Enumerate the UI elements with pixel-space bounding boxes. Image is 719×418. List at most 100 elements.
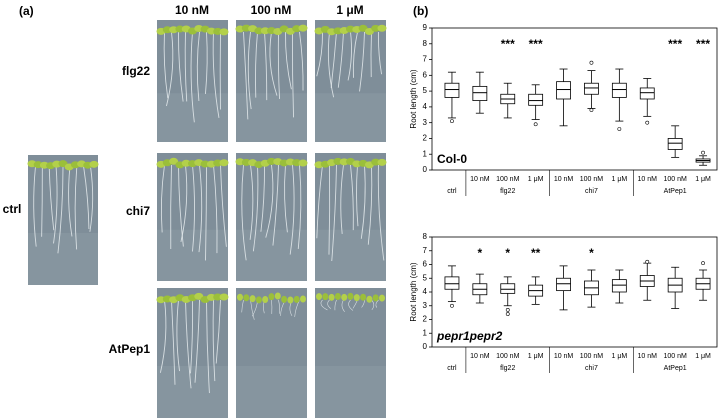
- root: [260, 164, 265, 232]
- root: [265, 164, 274, 238]
- row-header: ctrl: [3, 202, 22, 216]
- root: [89, 166, 94, 232]
- significance: ***: [668, 37, 682, 51]
- genotype-label: pepr1pepr2: [436, 329, 503, 343]
- seedling: [200, 160, 210, 168]
- root: [247, 31, 252, 110]
- seedling: [322, 293, 329, 301]
- root: [367, 164, 373, 245]
- outlier: [589, 108, 594, 112]
- root: [185, 299, 192, 389]
- root: [33, 166, 37, 247]
- x-tick-label: 10 nM: [470, 353, 490, 360]
- y-axis-label: Root length (cm): [409, 69, 418, 128]
- root: [361, 299, 365, 308]
- root: [180, 164, 188, 242]
- root: [241, 299, 244, 313]
- group-label: ctrl: [447, 188, 457, 195]
- seedling: [300, 295, 306, 303]
- seedling: [366, 295, 373, 303]
- significance: *: [589, 246, 594, 260]
- outlier: [589, 60, 594, 65]
- outlier: [505, 307, 510, 312]
- significance: ***: [696, 37, 710, 51]
- root: [320, 299, 328, 311]
- outlier: [533, 122, 538, 127]
- group-label: ctrl: [447, 365, 457, 372]
- seedling: [219, 28, 229, 36]
- seedling: [175, 25, 185, 33]
- seedling: [328, 293, 335, 301]
- seedling: [341, 293, 348, 301]
- seedling: [316, 293, 322, 301]
- root: [194, 299, 200, 383]
- column-header: 10 nM: [175, 3, 209, 17]
- panel-label: (a): [19, 4, 34, 18]
- plate-shade: [28, 233, 98, 285]
- x-tick-label: 100 nM: [663, 176, 687, 183]
- y-tick-label: 3: [423, 301, 428, 310]
- y-tick-label: 2: [423, 134, 428, 143]
- group-label: flg22: [500, 188, 515, 195]
- root: [337, 31, 344, 88]
- root: [178, 164, 184, 247]
- outlier: [645, 259, 650, 264]
- seedling: [243, 294, 250, 302]
- root: [278, 299, 280, 314]
- seedling: [219, 293, 229, 301]
- root: [350, 164, 354, 231]
- root: [250, 299, 255, 320]
- root: [347, 31, 352, 81]
- root: [184, 31, 188, 102]
- root: [299, 31, 304, 91]
- box: [584, 82, 599, 95]
- root: [356, 164, 359, 227]
- seedling: [360, 293, 367, 301]
- root: [220, 164, 227, 247]
- seedling: [219, 159, 229, 167]
- x-tick-label: 100 nM: [580, 176, 604, 183]
- column-header: 1 μM: [336, 3, 363, 17]
- y-tick-label: 6: [423, 260, 428, 269]
- root: [340, 164, 344, 234]
- plate-shade: [315, 229, 386, 281]
- y-tick-label: 2: [423, 315, 428, 324]
- y-tick-label: 0: [423, 165, 428, 174]
- group-label: flg22: [500, 365, 515, 372]
- y-tick-label: 8: [423, 39, 428, 48]
- root: [341, 299, 345, 312]
- root: [171, 299, 176, 385]
- seedling: [353, 294, 360, 302]
- significance: *: [478, 246, 483, 260]
- x-tick-label: 10 nM: [554, 353, 574, 360]
- box: [444, 82, 460, 98]
- significance: *: [505, 246, 510, 260]
- root: [212, 299, 216, 382]
- outlier: [505, 312, 510, 316]
- root: [297, 164, 302, 250]
- y-tick-label: 5: [423, 273, 428, 282]
- outlier: [701, 261, 705, 266]
- seedling: [237, 293, 243, 301]
- y-tick-label: 3: [423, 118, 428, 127]
- box: [639, 87, 655, 100]
- seedling: [169, 157, 179, 165]
- root: [284, 164, 288, 233]
- x-tick-label: 10 nM: [638, 176, 658, 183]
- y-tick-label: 4: [423, 287, 428, 296]
- root: [272, 164, 279, 246]
- root: [176, 299, 180, 372]
- outlier: [450, 119, 454, 123]
- seedling: [347, 292, 354, 300]
- seedling: [249, 295, 256, 303]
- root: [252, 164, 259, 252]
- root: [264, 31, 268, 101]
- root: [255, 31, 258, 98]
- x-tick-label: 1 μM: [695, 353, 711, 360]
- x-tick-label: 100 nM: [580, 353, 604, 360]
- seedling: [334, 292, 341, 300]
- root: [249, 164, 254, 240]
- y-tick-label: 6: [423, 70, 428, 79]
- root: [192, 164, 195, 252]
- root: [57, 166, 64, 254]
